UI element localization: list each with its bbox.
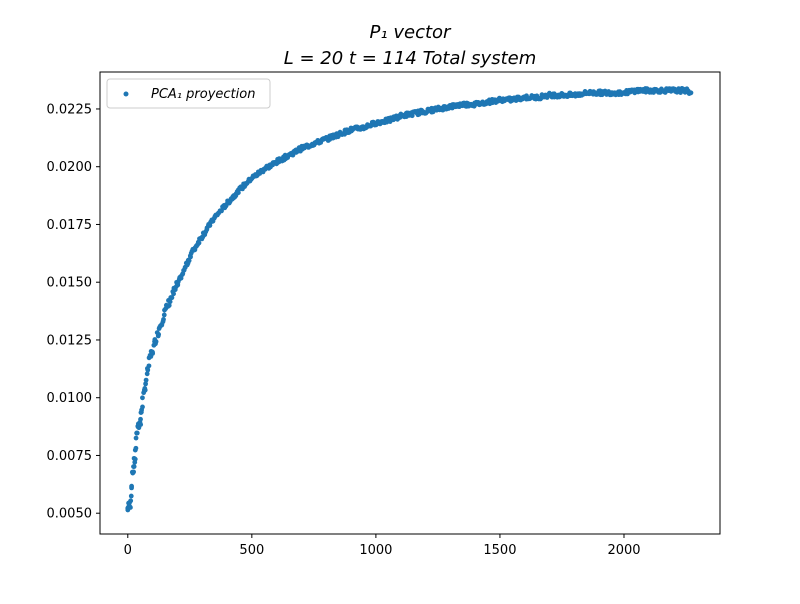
legend-label: PCA₁ proyection [151,87,255,102]
data-point [128,493,134,499]
data-point [131,469,137,475]
y-tick-label: 0.0225 [47,102,93,117]
y-tick-label: 0.0075 [47,449,93,464]
data-point [146,363,152,369]
legend-box [106,78,271,109]
x-tick-label: 500 [239,543,264,558]
data-point [169,295,175,301]
data-point [140,395,145,401]
data-point [150,349,155,355]
data-point [138,416,143,422]
data-point [167,299,173,305]
data-point [409,113,415,119]
data-points [125,86,694,513]
data-point [161,312,167,318]
data-point [156,332,162,337]
y-axis: 0.0050 0.0075 0.0100 0.0125 0.0150 0.0175 0.02… [47,102,100,522]
data-point [132,456,138,462]
data-point [196,240,202,246]
chart-title-line-1: P₁ vector [370,22,452,43]
data-point [688,90,694,96]
plot-frame [99,71,721,535]
y-tick-label: 0.0150 [47,276,93,291]
data-point [166,303,172,308]
x-tick-label: 1500 [483,543,516,558]
data-point [131,464,137,469]
data-point [143,377,149,383]
data-point [235,190,241,196]
x-axis: 0 500 1000 1500 2000 [124,534,641,558]
data-point [133,445,139,451]
data-point [140,404,145,410]
x-tick-label: 2000 [607,543,640,558]
data-point [133,435,139,441]
data-point [153,339,159,345]
y-tick-label: 0.0200 [47,160,93,175]
data-point [138,422,144,427]
data-point [178,275,184,281]
y-tick-label: 0.0050 [47,507,93,522]
y-tick-label: 0.0125 [47,333,93,348]
data-point [144,371,150,377]
data-point [128,498,134,504]
x-tick-label: 0 [124,543,132,558]
data-point [219,208,224,214]
chart-title-line-2: L = 20 t = 114 Total system [284,48,537,69]
y-tick-label: 0.0100 [47,391,93,406]
legend: PCA₁ proyection [106,78,271,109]
data-point [186,258,192,264]
data-point [134,430,140,436]
data-point [145,367,151,373]
data-point [142,387,148,393]
data-point [128,505,133,510]
y-tick-label: 0.0175 [47,218,93,233]
data-point [171,291,176,297]
data-point [129,483,135,489]
legend-marker [123,91,129,97]
data-point [143,381,149,387]
x-tick-label: 1000 [359,543,392,558]
data-point [161,317,166,322]
